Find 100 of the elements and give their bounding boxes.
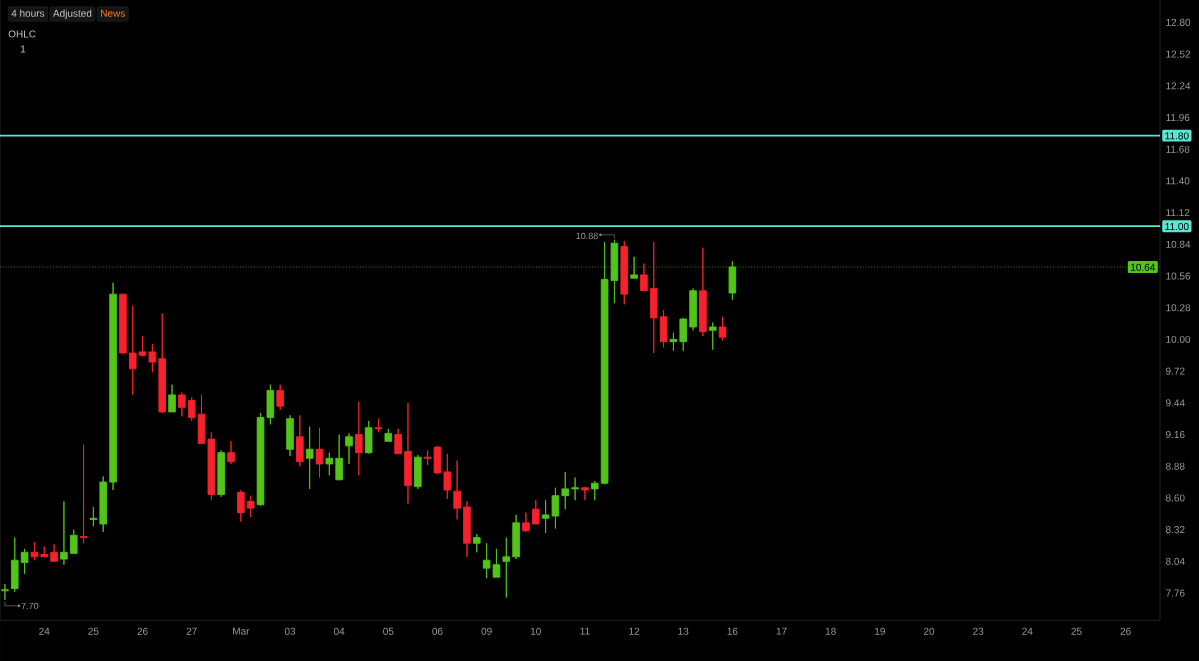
- candlestick: [237, 489, 245, 523]
- candlestick: [60, 500, 68, 566]
- candlestick: [266, 384, 275, 425]
- candlestick: [178, 392, 186, 417]
- x-tick-label: 09: [481, 627, 492, 635]
- candlestick: [315, 427, 324, 479]
- y-tick-label: 8.04: [1165, 557, 1185, 565]
- candlestick: [512, 514, 520, 560]
- x-tick-label: 06: [432, 627, 443, 635]
- candlestick: [10, 537, 19, 593]
- candlestick: [640, 263, 648, 292]
- candlestick: [581, 486, 589, 501]
- x-tick-label: 04: [333, 627, 345, 635]
- annotation: News: [101, 9, 125, 17]
- annotation: Adjusted: [52, 9, 92, 19]
- y-tick-label: 12.52: [1166, 50, 1191, 58]
- y-tick-label: 8.32: [1165, 526, 1185, 534]
- candlestick: [699, 247, 707, 337]
- candlestick: [217, 449, 225, 498]
- candlestick: [158, 312, 167, 414]
- candlestick: [109, 282, 117, 491]
- ref-line-label: 10.64: [1131, 263, 1156, 271]
- candlestick: [571, 477, 579, 501]
- candlestick: [246, 495, 255, 518]
- y-tick-label: 9.16: [1166, 430, 1185, 439]
- x-tick-label: 05: [383, 627, 394, 635]
- annotation: OHLC: [8, 30, 36, 38]
- y-tick-label: 9.44: [1166, 399, 1185, 407]
- x-tick-label: 12: [629, 627, 640, 635]
- y-tick-label: 8.60: [1165, 494, 1185, 502]
- x-tick-label: 23: [973, 627, 984, 635]
- ref-line-label: 11.80: [1165, 132, 1189, 140]
- y-tick-label: 10.28: [1166, 304, 1191, 312]
- candlestick: [649, 241, 658, 354]
- x-tick-label: 26: [137, 627, 148, 635]
- candlestick: [689, 288, 697, 331]
- candlestick: [394, 428, 402, 455]
- candlestick: [286, 414, 294, 457]
- annotation: 7.70: [21, 602, 39, 610]
- candlestick: [531, 499, 540, 525]
- x-tick-label: 17: [776, 627, 787, 635]
- candlestick: [20, 548, 29, 575]
- y-tick-label: 11.68: [1166, 145, 1190, 153]
- x-tick-label: 11: [580, 627, 590, 635]
- annotation: 10.88: [576, 232, 598, 240]
- candlestick: [1, 583, 9, 601]
- y-tick-label: 11.12: [1166, 209, 1190, 217]
- annotation: 4 hours: [11, 9, 45, 17]
- candlestick: [404, 402, 412, 505]
- candlestick: [463, 500, 471, 558]
- candlestick: [89, 506, 98, 527]
- x-tick-label: 18: [825, 627, 836, 635]
- candlestick: [355, 401, 363, 476]
- candlestick: [119, 293, 127, 355]
- y-tick-label: 11.96: [1166, 113, 1190, 122]
- ref-line-label: 11.00: [1165, 222, 1189, 231]
- candlestick: [345, 432, 353, 465]
- x-tick-label: 20: [923, 627, 935, 635]
- candlestick: [128, 305, 137, 396]
- candlestick: [590, 480, 599, 501]
- candlestick: [522, 512, 530, 533]
- candlestick: [30, 541, 39, 561]
- candlestick: [453, 460, 461, 520]
- candlestick: [187, 396, 196, 422]
- candlestick: [168, 384, 176, 413]
- candlestick: [374, 418, 383, 433]
- candlestick: [50, 543, 58, 562]
- x-tick-label: Mar: [233, 627, 250, 635]
- candlestick: [256, 412, 265, 507]
- y-tick-label: 9.72: [1166, 367, 1185, 375]
- candlestick: [364, 420, 373, 455]
- x-tick-label: 24: [1022, 627, 1033, 635]
- candlestick: [325, 452, 334, 476]
- x-tick-label: 25: [88, 627, 99, 635]
- candlestick: [659, 309, 668, 348]
- y-tick-label: 11.40: [1166, 177, 1190, 185]
- candlestick: [443, 453, 452, 500]
- y-tick-label: 8.88: [1165, 462, 1185, 470]
- candlestick: [384, 428, 393, 442]
- annotation: 1: [20, 45, 26, 53]
- candlestick: [79, 444, 88, 544]
- candlestick: [40, 546, 49, 558]
- candlestick: [276, 384, 284, 411]
- x-tick-label: 24: [39, 627, 50, 635]
- y-tick-label: 10.56: [1166, 272, 1191, 280]
- candlestick: [561, 471, 570, 510]
- y-tick-label: 12.24: [1166, 82, 1191, 90]
- x-tick-label: 26: [1120, 627, 1131, 635]
- candlestick: [620, 240, 629, 305]
- candlestick: [227, 440, 235, 465]
- candlestick: [679, 317, 688, 352]
- x-tick-label: 16: [727, 627, 738, 635]
- candlestick: [708, 321, 717, 351]
- candlestick: [502, 537, 511, 599]
- candlestick: [305, 426, 314, 490]
- x-tick-label: 03: [284, 627, 296, 635]
- x-tick-label: 10: [530, 627, 541, 635]
- candlestick: [473, 533, 481, 553]
- candlestick: [669, 332, 678, 352]
- x-tick-label: 19: [875, 627, 885, 635]
